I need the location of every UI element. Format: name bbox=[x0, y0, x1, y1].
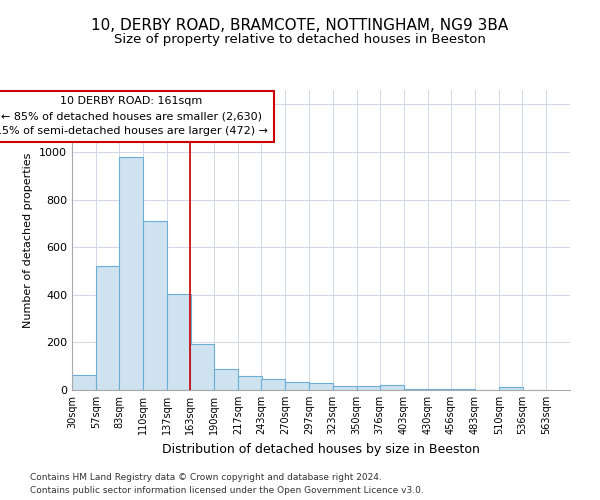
Bar bbox=[356, 386, 380, 390]
Bar bbox=[72, 374, 96, 390]
Y-axis label: Number of detached properties: Number of detached properties bbox=[23, 152, 34, 328]
Text: Size of property relative to detached houses in Beeston: Size of property relative to detached ho… bbox=[114, 32, 486, 46]
Text: 10 DERBY ROAD: 161sqm
← 85% of detached houses are smaller (2,630)
15% of semi-d: 10 DERBY ROAD: 161sqm ← 85% of detached … bbox=[0, 96, 268, 136]
Bar bbox=[332, 386, 356, 390]
Bar bbox=[167, 294, 191, 390]
Text: Contains HM Land Registry data © Crown copyright and database right 2024.: Contains HM Land Registry data © Crown c… bbox=[30, 474, 382, 482]
Bar bbox=[96, 266, 120, 390]
Text: 10, DERBY ROAD, BRAMCOTE, NOTTINGHAM, NG9 3BA: 10, DERBY ROAD, BRAMCOTE, NOTTINGHAM, NG… bbox=[91, 18, 509, 32]
Bar bbox=[404, 389, 428, 390]
Bar bbox=[214, 368, 238, 390]
Bar bbox=[262, 380, 286, 390]
Bar bbox=[286, 382, 310, 390]
Bar bbox=[451, 389, 475, 390]
Bar bbox=[238, 376, 262, 390]
Bar bbox=[380, 385, 404, 390]
Bar bbox=[499, 387, 523, 390]
Bar bbox=[310, 383, 334, 390]
Bar bbox=[119, 156, 143, 390]
Bar bbox=[428, 389, 452, 390]
Bar bbox=[143, 221, 167, 390]
Bar bbox=[190, 344, 214, 390]
X-axis label: Distribution of detached houses by size in Beeston: Distribution of detached houses by size … bbox=[162, 442, 480, 456]
Text: Contains public sector information licensed under the Open Government Licence v3: Contains public sector information licen… bbox=[30, 486, 424, 495]
